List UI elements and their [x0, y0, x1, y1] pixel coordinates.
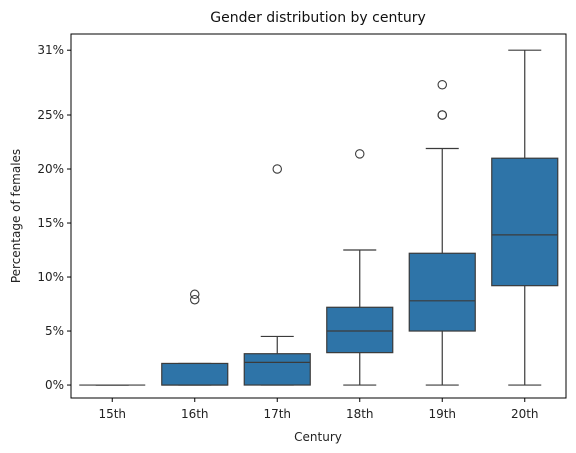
- y-tick-label: 10%: [37, 270, 64, 284]
- outlier-point: [437, 80, 447, 90]
- x-tick-label: 19th: [428, 407, 456, 421]
- x-tick-label: 20th: [511, 407, 539, 421]
- outlier-point: [437, 110, 447, 120]
- y-tick-label: 0%: [45, 378, 64, 392]
- iqr-box: [491, 157, 559, 287]
- x-tick-label: 15th: [98, 407, 126, 421]
- box-group-16th: [161, 289, 229, 386]
- plot-area: [79, 49, 559, 386]
- iqr-box: [161, 362, 229, 386]
- iqr-box: [243, 353, 311, 386]
- iqr-box: [408, 252, 476, 332]
- plot-frame: [70, 33, 567, 399]
- outlier-point: [190, 294, 200, 305]
- x-tick-label: 18th: [346, 407, 374, 421]
- y-tick-label: 15%: [37, 216, 64, 230]
- y-axis: 0% 5% 10% 15% 20% 25% 31%: [37, 43, 71, 392]
- x-tick-label: 16th: [181, 407, 209, 421]
- box-group-20th: [491, 49, 559, 386]
- box-group-17th: [243, 164, 311, 386]
- iqr-box: [326, 306, 394, 354]
- y-axis-label: Percentage of females: [9, 149, 23, 283]
- x-axis-label: Century: [294, 430, 342, 444]
- y-tick-label: 25%: [37, 108, 64, 122]
- box-group-19th: [408, 80, 476, 386]
- outlier-point: [190, 289, 200, 300]
- outlier-point: [272, 164, 282, 174]
- y-tick-label: 20%: [37, 162, 64, 176]
- box-group-18th: [326, 149, 394, 386]
- x-axis: 15th 16th 17th 18th 19th 20th: [98, 398, 539, 421]
- outlier-point: [354, 149, 365, 159]
- y-tick-label: 31%: [37, 43, 64, 57]
- y-tick-label: 5%: [45, 324, 64, 338]
- x-tick-label: 17th: [263, 407, 291, 421]
- chart-title: Gender distribution by century: [210, 10, 425, 26]
